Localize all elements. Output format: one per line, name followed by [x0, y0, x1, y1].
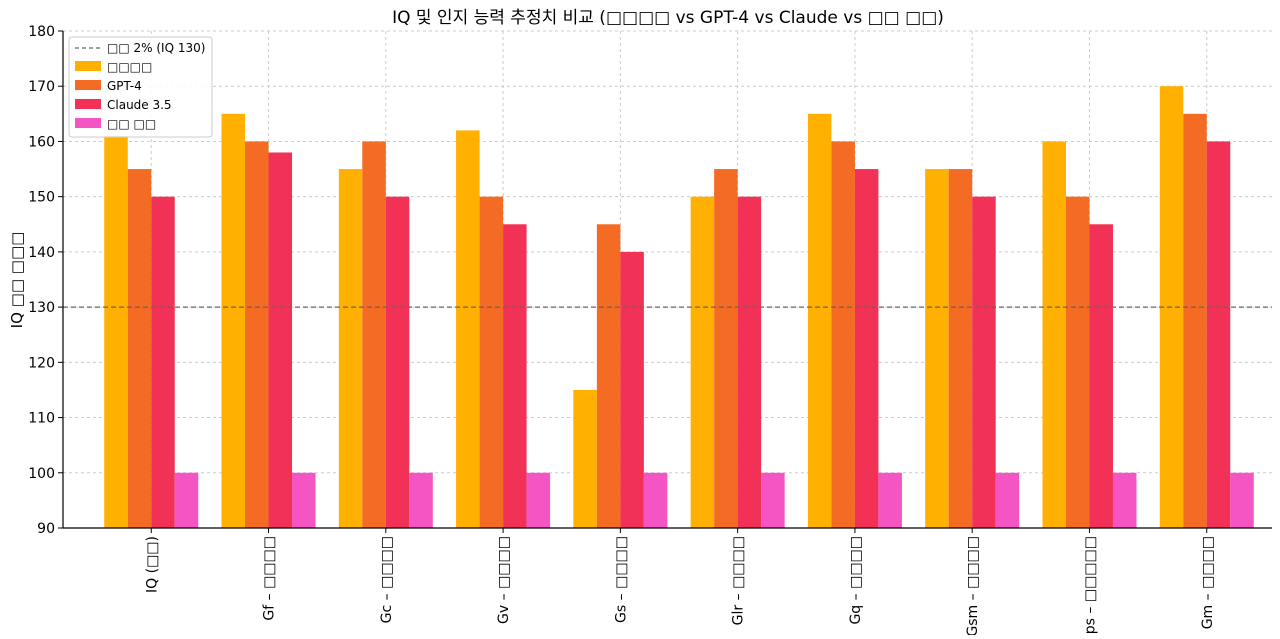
bar	[479, 196, 504, 528]
bar	[1065, 196, 1090, 528]
bar	[854, 169, 879, 529]
bar	[878, 472, 902, 528]
x-tick-label: Gv – □□□□	[496, 536, 512, 624]
legend-label: GPT-4	[107, 79, 142, 93]
y-tick-label: 150	[28, 190, 55, 206]
x-tick-labels: IQ (□□) Gf – □□□□ Gc – □□□□ Gv – □□□□ Gs – □…	[144, 536, 1216, 639]
bar	[1089, 224, 1113, 528]
bar	[620, 251, 644, 528]
bar	[245, 141, 269, 528]
bar	[1206, 141, 1231, 528]
bar	[1183, 113, 1207, 528]
bar	[761, 472, 785, 528]
x-tick-label: IQ (□□)	[144, 536, 160, 593]
y-tick-label: 170	[28, 79, 55, 95]
legend-swatch	[75, 99, 101, 109]
axes-layer	[58, 30, 1272, 533]
bar	[362, 141, 386, 528]
y-axis-label: IQ □□ □□□	[8, 232, 26, 329]
x-tick-label: Gf – □□□□	[262, 536, 278, 621]
bar	[714, 169, 738, 529]
x-tick-label: Gq – □□□□	[848, 536, 864, 625]
x-tick-label: Gsm – □□□□	[965, 536, 981, 635]
bar	[151, 196, 175, 528]
x-tick-label: Gps – □□□□□	[1082, 536, 1098, 635]
bar	[573, 389, 597, 528]
bar	[807, 113, 832, 528]
chart-title: IQ 및 인지 능력 추정치 비교 (□□□□ vs GPT-4 vs Clau…	[392, 8, 944, 28]
bar	[925, 169, 949, 529]
bar	[972, 196, 996, 528]
bar	[174, 472, 199, 528]
bar	[596, 224, 621, 528]
legend-swatch	[75, 118, 101, 128]
bar	[948, 169, 973, 529]
x-tick-label: Glr – □□□□	[731, 536, 747, 625]
legend: □□ 2% (IQ 130) □□□□ GPT-4 Claude 3.5 □□ □□	[68, 36, 213, 138]
bar	[104, 135, 128, 528]
bar	[1042, 141, 1066, 528]
y-tick-label: 140	[28, 245, 55, 261]
bar	[456, 130, 480, 528]
bar	[503, 224, 527, 528]
y-tick-labels: 90 100 110 120 130 140 150 160 170 180	[28, 24, 55, 537]
bar	[737, 196, 762, 528]
legend-label: □□□□	[107, 60, 152, 74]
bar	[995, 472, 1020, 528]
bar	[268, 152, 293, 528]
bar	[409, 472, 433, 528]
legend-label: □□ □□	[107, 117, 156, 131]
legend-swatch	[75, 61, 101, 71]
y-tick-label: 120	[28, 355, 55, 371]
bar	[526, 472, 551, 528]
y-tick-label: 110	[28, 411, 55, 427]
bar	[221, 113, 246, 528]
bar	[643, 472, 668, 528]
legend-label: □□ 2% (IQ 130)	[107, 41, 205, 55]
bar	[385, 196, 410, 528]
bar	[690, 196, 715, 528]
bar	[1230, 472, 1254, 528]
legend-box	[68, 36, 213, 138]
x-tick-label: Gm – □□□□	[1200, 536, 1216, 629]
x-tick-label: Gs – □□□□	[613, 536, 629, 623]
bar	[338, 169, 363, 529]
y-tick-label: 180	[28, 24, 55, 40]
y-tick-label: 130	[28, 300, 55, 316]
bar	[831, 141, 855, 528]
bar	[292, 472, 316, 528]
bar	[1112, 472, 1137, 528]
y-tick-label: 90	[37, 521, 55, 537]
y-tick-label: 100	[28, 466, 55, 482]
bars-layer	[104, 86, 1254, 529]
legend-label: Claude 3.5	[107, 98, 172, 112]
legend-swatch	[75, 80, 101, 90]
y-tick-label: 160	[28, 134, 55, 150]
bar	[127, 169, 152, 529]
x-tick-label: Gc – □□□□	[379, 536, 395, 623]
